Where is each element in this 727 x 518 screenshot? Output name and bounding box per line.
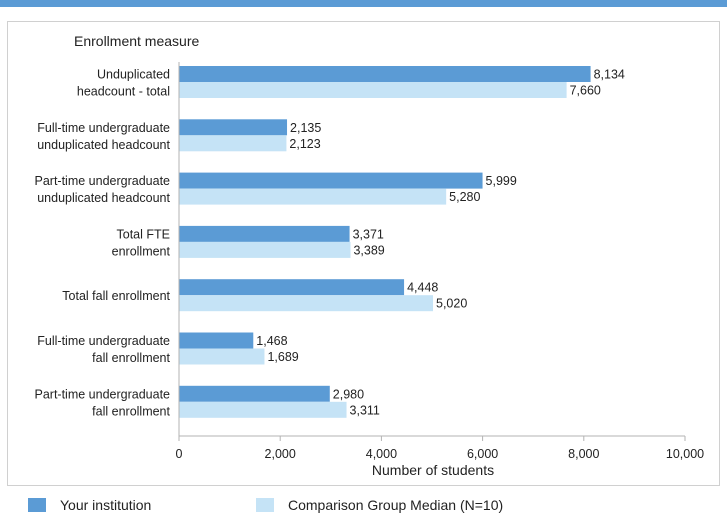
bar-comparison-5 [179, 348, 265, 365]
value-label-your-institution-0: 8,134 [594, 68, 625, 82]
category-label-6-line-0: Part-time undergraduate [35, 387, 171, 401]
value-labels-group: 8,134 7,660 2,135 2,123 5,999 5,280 3,371 3,389… [256, 68, 625, 418]
bar-your-institution-3 [179, 225, 350, 242]
x-axis-title: Number of students [372, 462, 494, 478]
bar-comparison-6 [179, 401, 347, 418]
legend-item-your-institution: Your institution [28, 497, 151, 513]
bar-your-institution-0 [179, 66, 591, 82]
category-label-3-line-0: Total FTE [117, 227, 171, 241]
category-label-0-line-1: headcount - total [77, 85, 170, 99]
legend-label-comparison-group: Comparison Group Median (N=10) [288, 497, 504, 513]
x-tick-label-1: 2,000 [265, 447, 296, 461]
bars-group [179, 66, 591, 418]
top-rule [0, 0, 727, 7]
legend-swatch-your-institution [28, 498, 46, 512]
value-label-comparison-6: 3,311 [350, 403, 380, 417]
category-label-6-line-1: fall enrollment [92, 404, 170, 418]
legend: Your institution Comparison Group Median… [0, 490, 727, 518]
category-label-1-line-1: unduplicated headcount [37, 138, 170, 152]
bar-comparison-3 [179, 241, 351, 258]
value-label-comparison-2: 5,280 [449, 190, 480, 204]
category-label-2-line-1: unduplicated headcount [37, 191, 170, 205]
category-label-0-line-0: Unduplicated [97, 68, 170, 82]
bar-your-institution-4 [179, 279, 405, 296]
bar-your-institution-5 [179, 332, 254, 349]
value-label-your-institution-4: 4,448 [407, 281, 438, 295]
legend-label-your-institution: Your institution [60, 497, 152, 513]
bar-comparison-1 [179, 135, 287, 152]
x-tick-label-0: 0 [176, 447, 183, 461]
category-labels-group: Unduplicated headcount - total Full-time u… [35, 68, 171, 419]
category-label-3-line-1: enrollment [112, 244, 171, 258]
value-label-comparison-5: 1,689 [267, 350, 298, 364]
bar-comparison-0 [179, 82, 567, 98]
legend-item-comparison-group: Comparison Group Median (N=10) [256, 497, 503, 513]
value-label-comparison-0: 7,660 [570, 84, 601, 98]
x-tick-label-3: 6,000 [467, 447, 498, 461]
value-label-comparison-1: 2,123 [289, 137, 320, 151]
bar-your-institution-6 [179, 385, 330, 402]
value-label-your-institution-1: 2,135 [290, 121, 321, 135]
category-label-5-line-0: Full-time undergraduate [37, 334, 170, 348]
chart-panel [7, 21, 720, 486]
category-label-5-line-1: fall enrollment [92, 351, 170, 365]
bar-your-institution-1 [179, 119, 288, 136]
category-axis-title: Enrollment measure [74, 33, 199, 49]
value-label-your-institution-6: 2,980 [333, 387, 364, 401]
x-tick-label-2: 4,000 [366, 447, 397, 461]
x-axis: 0 2,000 4,000 6,000 8,000 10,000 [176, 62, 704, 461]
bar-your-institution-2 [179, 172, 483, 189]
legend-swatch-comparison-group [256, 498, 274, 512]
bar-chart: Enrollment measure Unduplicated headcount… [35, 33, 705, 478]
bar-comparison-2 [179, 188, 447, 205]
value-label-your-institution-3: 3,371 [353, 227, 384, 241]
x-tick-label-5: 10,000 [666, 447, 704, 461]
value-label-comparison-4: 5,020 [436, 297, 467, 311]
value-label-comparison-3: 3,389 [353, 243, 384, 257]
bar-comparison-4 [179, 295, 434, 312]
category-label-1-line-0: Full-time undergraduate [37, 121, 170, 135]
value-label-your-institution-5: 1,468 [256, 334, 287, 348]
category-label-2-line-0: Part-time undergraduate [35, 174, 171, 188]
category-label-4-line-0: Total fall enrollment [62, 289, 170, 303]
x-tick-label-4: 8,000 [568, 447, 599, 461]
value-label-your-institution-2: 5,999 [486, 174, 517, 188]
